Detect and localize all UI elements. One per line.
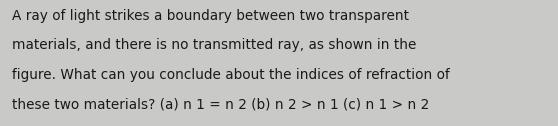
Text: figure. What can you conclude about the indices of refraction of: figure. What can you conclude about the … <box>12 68 450 82</box>
Text: materials, and there is no transmitted ray, as shown in the: materials, and there is no transmitted r… <box>12 38 417 52</box>
Text: these two materials? (a) n 1 = n 2 (b) n 2 > n 1 (c) n 1 > n 2: these two materials? (a) n 1 = n 2 (b) n… <box>12 98 430 112</box>
Text: A ray of light strikes a boundary between two transparent: A ray of light strikes a boundary betwee… <box>12 9 409 23</box>
